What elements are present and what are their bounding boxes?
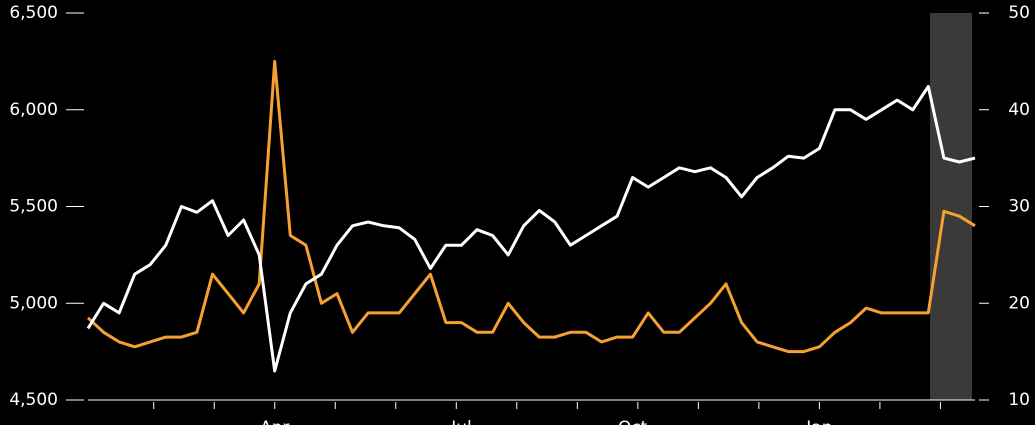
y-tick-label: 5,000 xyxy=(9,293,58,313)
y-tick-label: 6,000 xyxy=(9,100,58,120)
x-tick-label: Apr xyxy=(260,418,289,425)
x-tick-label: Jul xyxy=(450,418,472,425)
highlight-band xyxy=(930,13,972,400)
x-tick-label: Oct xyxy=(618,418,648,425)
y-tick-label: 4,500 xyxy=(9,390,58,410)
y2-tick-label: 40 xyxy=(1008,100,1030,120)
x-tick-label: Jan xyxy=(805,418,832,425)
y-tick-label: 6,500 xyxy=(9,3,58,23)
y-tick-label: 5,500 xyxy=(9,197,58,217)
series-line xyxy=(86,59,976,354)
y2-tick-label: 30 xyxy=(1008,197,1030,217)
series-line xyxy=(86,85,976,373)
y2-tick-label: 50 xyxy=(1008,3,1030,23)
y2-tick-label: 10 xyxy=(1008,390,1030,410)
y2-tick-label: 20 xyxy=(1008,293,1030,313)
